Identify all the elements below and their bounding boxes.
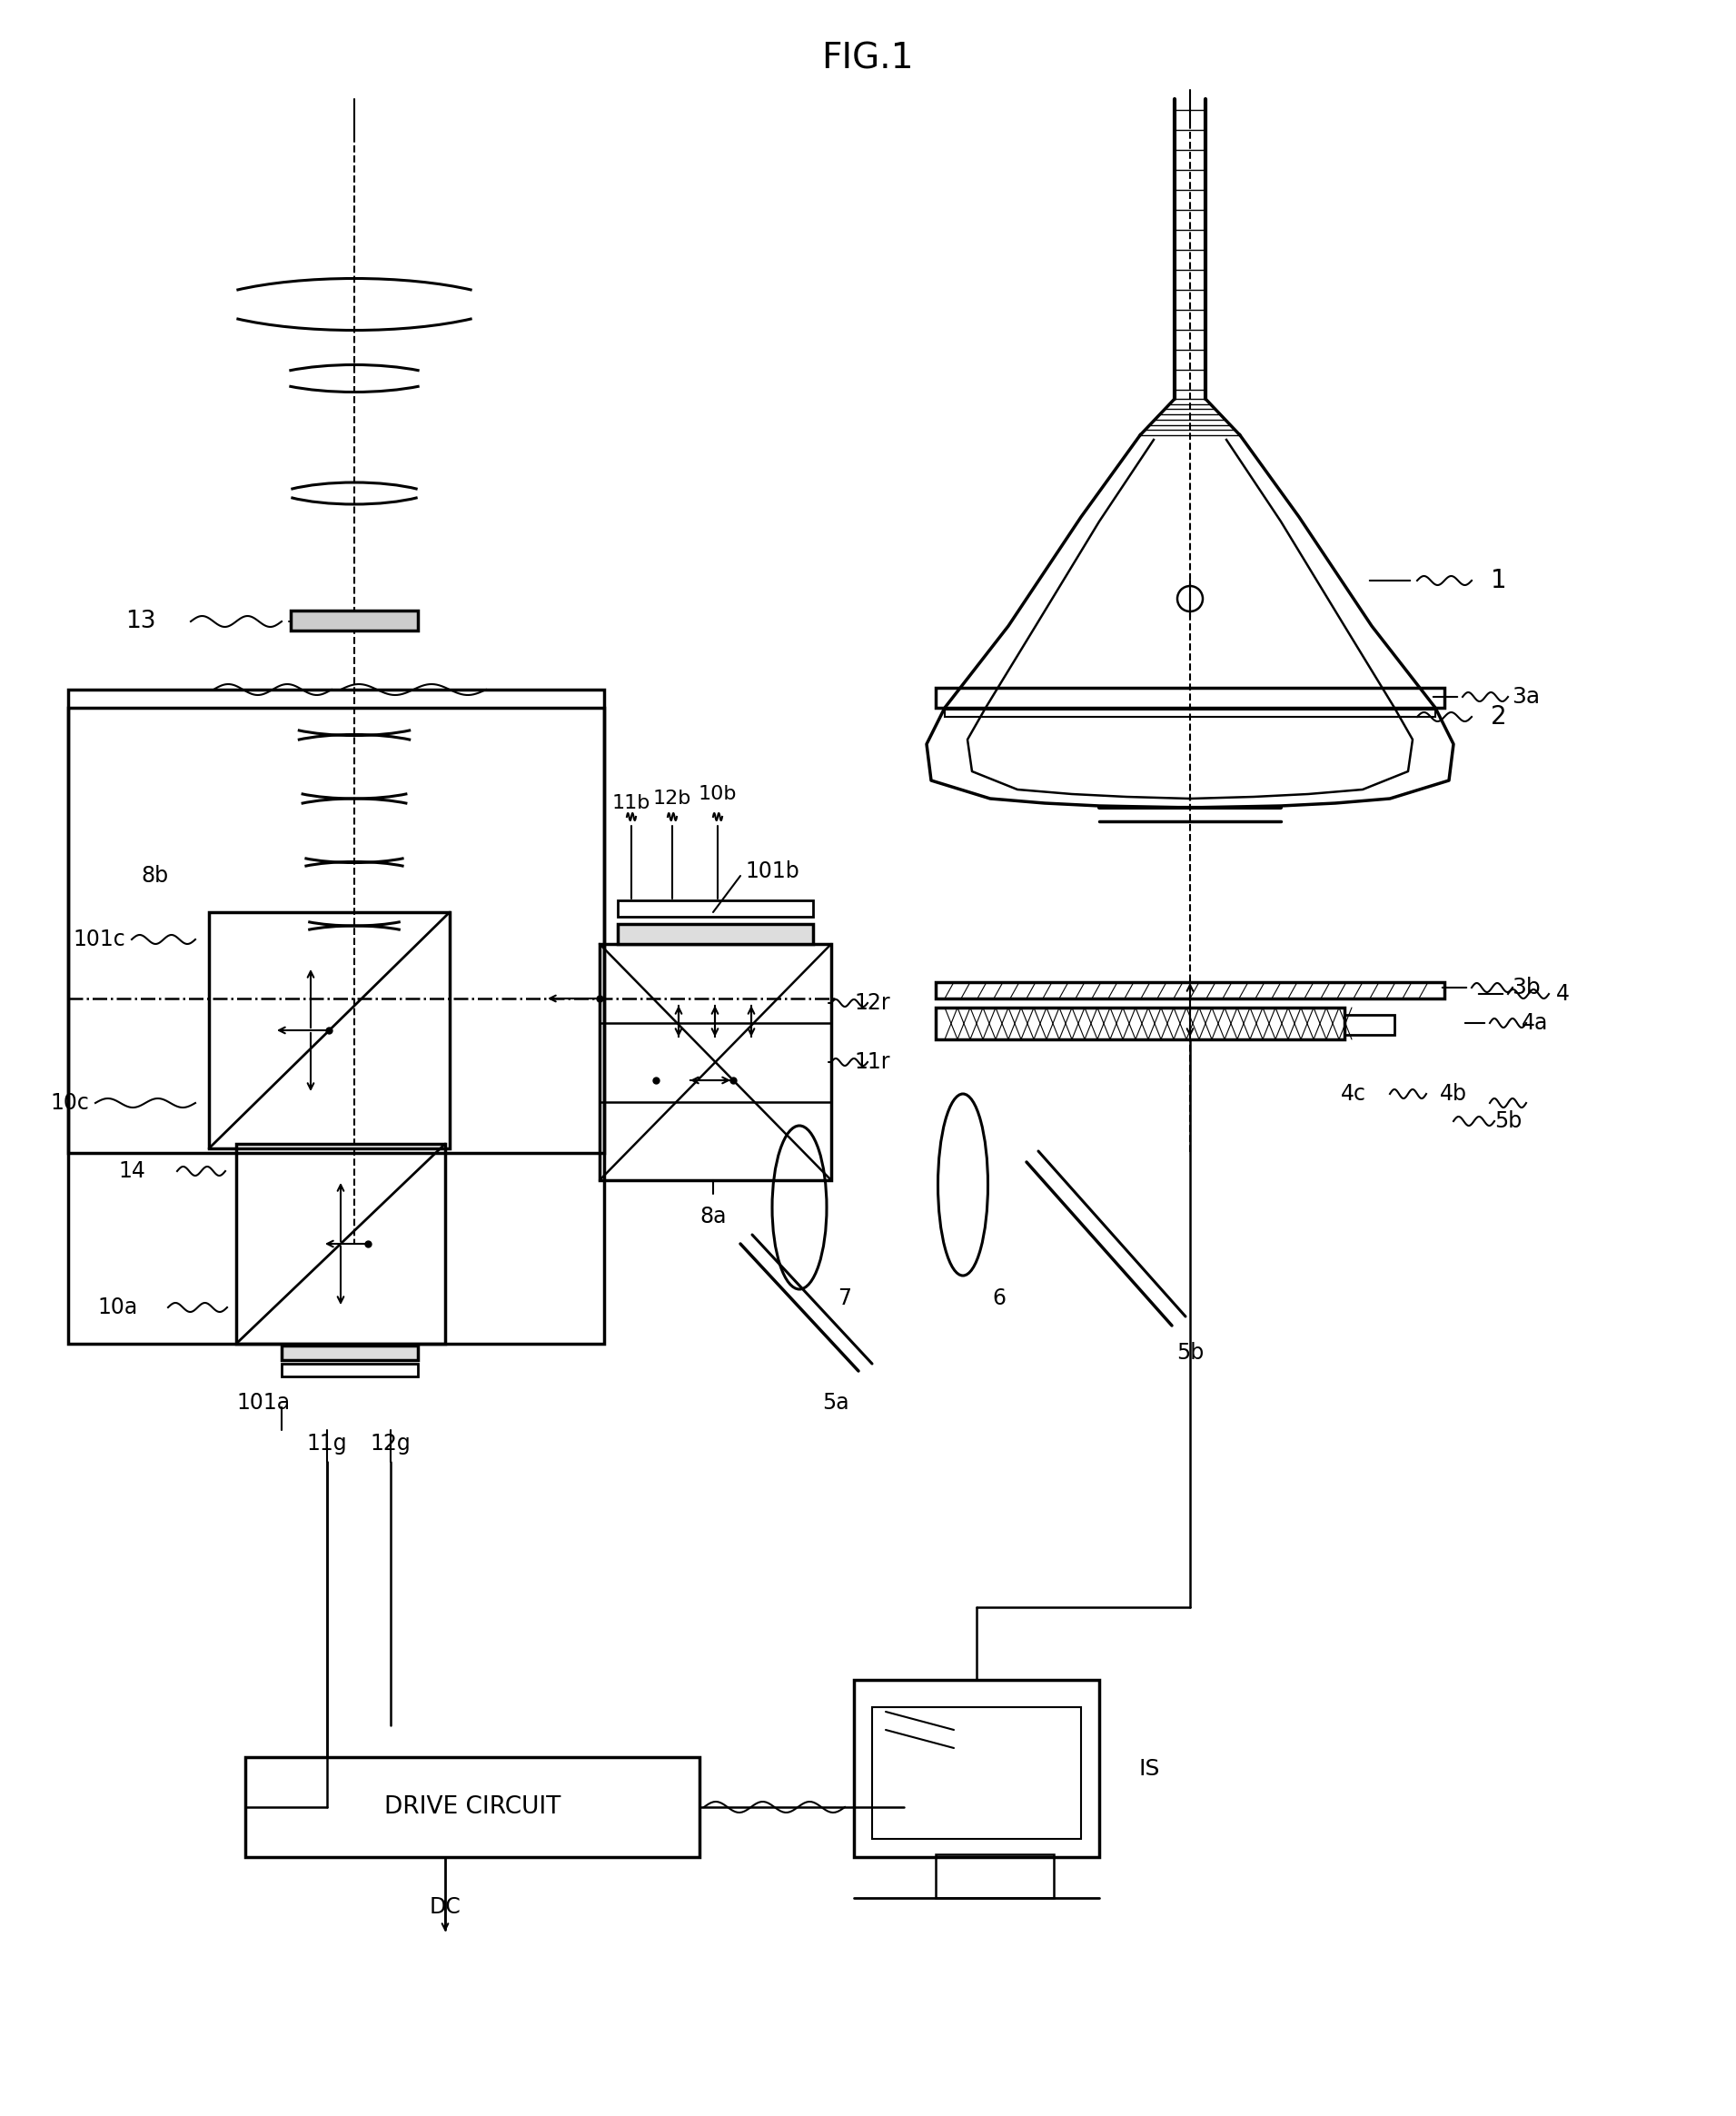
- Text: 101a: 101a: [236, 1392, 290, 1413]
- Bar: [936, 1854, 1054, 1898]
- Text: 4b: 4b: [1439, 1083, 1467, 1105]
- Text: 14: 14: [118, 1160, 146, 1183]
- Bar: [281, 1346, 418, 1361]
- Bar: [618, 925, 812, 944]
- Text: 8a: 8a: [700, 1206, 726, 1227]
- Text: 4a: 4a: [1522, 1011, 1549, 1035]
- Bar: [944, 709, 1436, 717]
- Text: 5a: 5a: [823, 1392, 849, 1413]
- Text: DRIVE CIRCUIT: DRIVE CIRCUIT: [384, 1794, 561, 1820]
- Text: 10c: 10c: [50, 1092, 89, 1113]
- Bar: [68, 707, 604, 1153]
- Text: 4c: 4c: [1340, 1083, 1366, 1105]
- Text: DC: DC: [429, 1896, 462, 1917]
- Text: 10b: 10b: [698, 785, 738, 804]
- Bar: [936, 982, 1444, 999]
- Text: 101b: 101b: [745, 861, 799, 882]
- Bar: [68, 690, 604, 1344]
- Text: IS: IS: [1139, 1758, 1160, 1780]
- Bar: [281, 1363, 418, 1375]
- Text: 10a: 10a: [97, 1297, 139, 1318]
- Bar: [854, 1680, 1099, 1858]
- Text: 12g: 12g: [370, 1433, 411, 1454]
- Text: 11r: 11r: [854, 1052, 891, 1073]
- Text: 1: 1: [1491, 567, 1507, 592]
- Bar: [1344, 1016, 1394, 1035]
- Text: 12b: 12b: [653, 789, 691, 808]
- Bar: [936, 688, 1444, 707]
- Text: 101c: 101c: [73, 929, 125, 950]
- Text: FIG.1: FIG.1: [821, 40, 913, 76]
- Text: 5b: 5b: [1177, 1342, 1203, 1363]
- Text: 3b: 3b: [1512, 978, 1540, 999]
- Bar: [236, 1145, 444, 1344]
- Bar: [618, 901, 812, 916]
- Text: 8b: 8b: [141, 865, 168, 887]
- Text: 2: 2: [1491, 705, 1507, 730]
- Text: 11g: 11g: [307, 1433, 347, 1454]
- Text: 4: 4: [1555, 984, 1569, 1005]
- Text: 12r: 12r: [854, 992, 891, 1014]
- Bar: [245, 1756, 700, 1858]
- Bar: [871, 1708, 1082, 1839]
- Bar: [599, 944, 832, 1181]
- Text: 6: 6: [993, 1287, 1007, 1310]
- Text: 3a: 3a: [1512, 686, 1540, 707]
- Text: 7: 7: [838, 1287, 852, 1310]
- Bar: [936, 1007, 1344, 1039]
- Text: 11b: 11b: [613, 794, 651, 813]
- Bar: [208, 912, 450, 1149]
- Text: 5b: 5b: [1495, 1111, 1522, 1132]
- Bar: [290, 612, 418, 631]
- Text: 13: 13: [125, 609, 156, 633]
